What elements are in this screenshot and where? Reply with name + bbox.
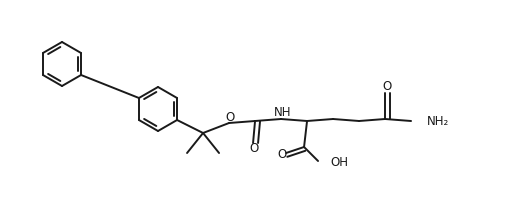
Text: NH₂: NH₂ xyxy=(427,114,449,127)
Text: NH: NH xyxy=(274,106,292,119)
Text: OH: OH xyxy=(330,156,348,170)
Text: O: O xyxy=(382,80,392,92)
Text: O: O xyxy=(225,110,234,124)
Text: O: O xyxy=(249,142,259,155)
Text: O: O xyxy=(278,148,287,160)
